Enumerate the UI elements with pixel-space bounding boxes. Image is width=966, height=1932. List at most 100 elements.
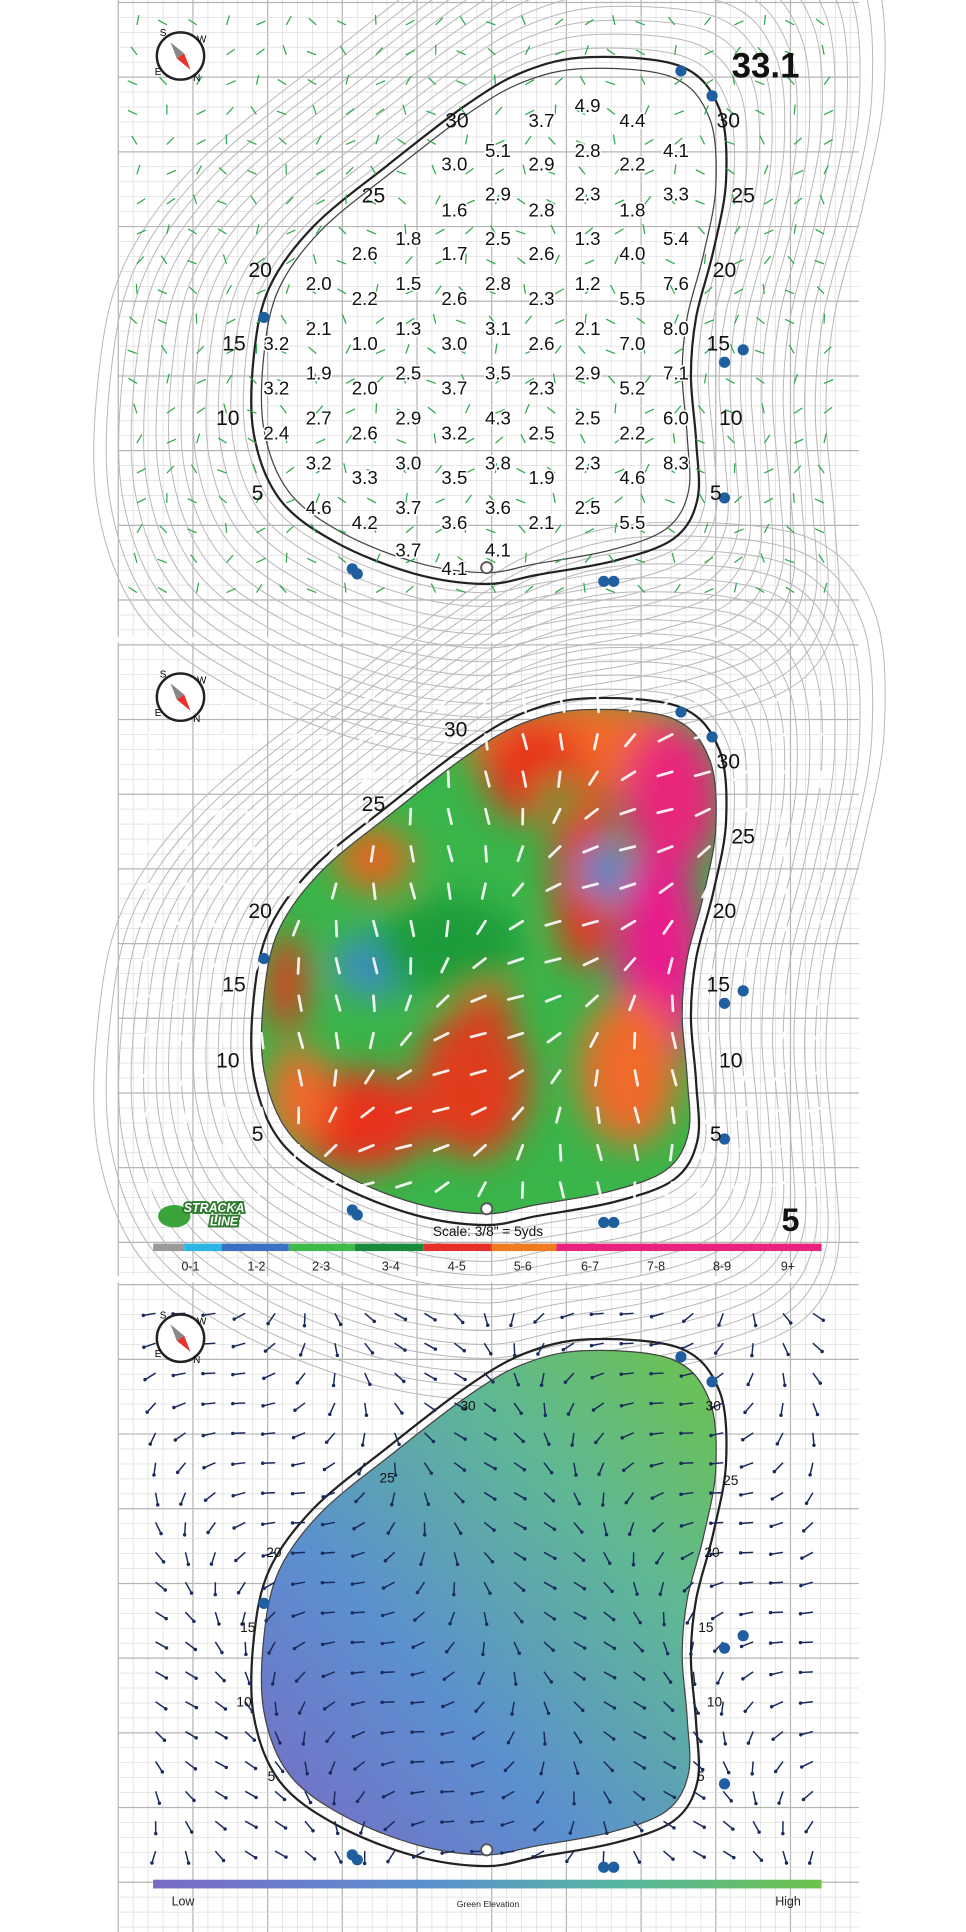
arrow-head xyxy=(283,1826,288,1830)
slope-arrow xyxy=(814,259,825,265)
slope-arrow xyxy=(508,1069,525,1080)
slope-arrow xyxy=(735,807,749,822)
arrow-head xyxy=(297,1711,302,1715)
arrow-head xyxy=(536,1352,540,1356)
slope-arrow xyxy=(151,1850,157,1864)
slope-arrow xyxy=(405,317,415,325)
slope-arrow xyxy=(663,1790,675,1799)
arrow-head xyxy=(441,1704,445,1709)
slope-arrow xyxy=(699,1143,711,1160)
arrow-head xyxy=(821,1318,825,1322)
slope-arrow xyxy=(644,195,652,205)
arrow-head xyxy=(547,1442,551,1447)
contour xyxy=(180,0,798,663)
slope-arrow xyxy=(472,957,487,970)
slope-arrow xyxy=(329,1761,336,1774)
slope-arrow xyxy=(405,289,416,295)
slope-arrow xyxy=(185,1671,197,1679)
arrow-head xyxy=(362,1861,367,1866)
slope-arrow xyxy=(814,498,825,504)
slope-arrow xyxy=(184,1581,193,1594)
slope-arrow xyxy=(708,994,715,1012)
slope-arrow xyxy=(397,197,407,205)
slope-arrow xyxy=(603,1551,611,1564)
slope-arrow xyxy=(324,1462,336,1471)
slope-arrow xyxy=(674,164,677,175)
slope-arrow xyxy=(809,695,823,709)
slope-arrow xyxy=(632,1611,641,1624)
slope-arrow xyxy=(667,957,674,975)
slope-arrow xyxy=(823,164,829,175)
slope-arrow xyxy=(396,408,407,414)
slope-arrow xyxy=(446,807,453,826)
slope-arrow xyxy=(733,582,738,593)
arrow-head xyxy=(812,1443,816,1447)
slope-arrow xyxy=(366,229,377,235)
slope-arrow xyxy=(382,1760,395,1766)
slope-arrow xyxy=(483,1462,496,1470)
arrow-head xyxy=(179,1502,183,1506)
slope-arrow xyxy=(435,498,446,504)
slope-arrow xyxy=(651,1312,664,1318)
arrow-head xyxy=(549,1470,554,1475)
arrow-head xyxy=(649,1343,653,1347)
legend-swatch xyxy=(491,1243,557,1252)
slope-arrow xyxy=(771,1491,784,1500)
slope-arrow xyxy=(399,1031,413,1047)
arrow-head xyxy=(325,1739,329,1743)
arrow-head xyxy=(463,1437,467,1441)
slope-arrow xyxy=(591,1372,605,1379)
slope-arrow xyxy=(808,1850,814,1864)
arrow-head xyxy=(194,1736,198,1740)
slope-arrow xyxy=(360,770,375,784)
slope-arrow xyxy=(459,16,467,26)
slope-arrow xyxy=(352,1671,365,1674)
slope-arrow xyxy=(426,138,437,145)
sprinkler xyxy=(737,1630,749,1642)
slope-arrow xyxy=(594,1069,599,1087)
slope-arrow xyxy=(624,733,637,748)
arrow-head xyxy=(492,1528,496,1532)
compass-needle xyxy=(170,683,185,700)
slope-arrow xyxy=(552,493,556,504)
yardage-left: 20 xyxy=(266,1545,282,1560)
contour xyxy=(143,0,836,704)
slope-arrow xyxy=(524,403,530,414)
slope-arrow xyxy=(584,194,588,205)
arrow-head xyxy=(627,1532,632,1536)
slope-arrow xyxy=(136,434,143,444)
slope-arrow xyxy=(256,557,266,564)
slope-arrow xyxy=(166,197,176,205)
slope-value: 3.3 xyxy=(352,467,378,488)
arrow-head xyxy=(650,1496,655,1500)
slope-arrow xyxy=(337,556,347,564)
arrow-head xyxy=(390,1502,394,1507)
slope-arrow xyxy=(775,1761,784,1772)
arrow-head xyxy=(672,1795,677,1800)
slope-value: 2.3 xyxy=(575,452,601,473)
slope-arrow xyxy=(384,1551,396,1562)
slope-arrow xyxy=(605,588,616,594)
slope-value: 2.6 xyxy=(529,243,555,264)
slope-arrow xyxy=(344,582,347,593)
arrow-head xyxy=(589,1312,594,1317)
slope-arrow xyxy=(202,1372,216,1375)
arrow-head xyxy=(290,1551,295,1555)
slope-arrow xyxy=(463,522,467,533)
slope-arrow xyxy=(485,528,496,534)
slope-arrow xyxy=(524,45,531,56)
slope-arrow xyxy=(287,882,301,897)
slope-arrow xyxy=(548,845,562,859)
slope-arrow xyxy=(456,319,466,325)
arrow-head xyxy=(232,1317,236,1321)
slope-arrow xyxy=(793,169,804,175)
slope-arrow xyxy=(724,140,735,145)
contour xyxy=(242,688,736,1235)
slope-arrow xyxy=(433,433,437,444)
slope-arrow xyxy=(304,1761,308,1774)
slope-value: 2.6 xyxy=(352,422,378,443)
slope-arrow xyxy=(621,1372,634,1376)
slope-arrow xyxy=(635,558,646,564)
arrow-head xyxy=(254,1825,258,1829)
arrow-head xyxy=(798,1701,803,1705)
